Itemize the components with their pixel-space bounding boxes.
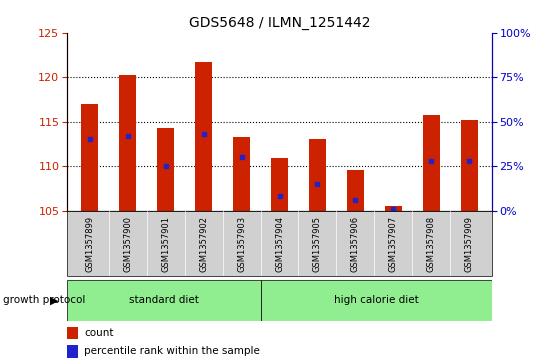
Text: GDS5648 / ILMN_1251442: GDS5648 / ILMN_1251442: [189, 16, 370, 30]
Bar: [119, 76, 136, 211]
Text: percentile rank within the sample: percentile rank within the sample: [84, 346, 260, 356]
Bar: [461, 120, 478, 211]
Text: GSM1357901: GSM1357901: [161, 216, 170, 272]
Text: GSM1357906: GSM1357906: [351, 216, 360, 272]
Text: GSM1357904: GSM1357904: [275, 216, 284, 272]
Bar: [67, 280, 260, 321]
Bar: [233, 137, 250, 211]
Text: GSM1357899: GSM1357899: [86, 216, 94, 272]
Text: GSM1357903: GSM1357903: [237, 216, 246, 272]
Text: high calorie diet: high calorie diet: [334, 295, 419, 305]
Text: GSM1357905: GSM1357905: [313, 216, 322, 272]
Bar: [309, 139, 326, 211]
Text: standard diet: standard diet: [129, 295, 199, 305]
Text: GSM1357900: GSM1357900: [124, 216, 132, 272]
Bar: [271, 158, 288, 211]
Bar: [67, 327, 78, 339]
Text: ▶: ▶: [50, 295, 59, 305]
Bar: [385, 206, 402, 211]
Text: GSM1357907: GSM1357907: [389, 216, 398, 272]
Bar: [423, 115, 440, 211]
Text: GSM1357902: GSM1357902: [199, 216, 208, 272]
Text: growth protocol: growth protocol: [3, 295, 85, 305]
Bar: [81, 104, 98, 211]
Bar: [195, 62, 212, 211]
Text: GSM1357909: GSM1357909: [465, 216, 473, 272]
Bar: [67, 345, 78, 358]
Bar: [260, 280, 492, 321]
Text: count: count: [84, 328, 113, 338]
Bar: [157, 128, 174, 211]
Bar: [347, 170, 364, 211]
Text: GSM1357908: GSM1357908: [427, 216, 435, 272]
